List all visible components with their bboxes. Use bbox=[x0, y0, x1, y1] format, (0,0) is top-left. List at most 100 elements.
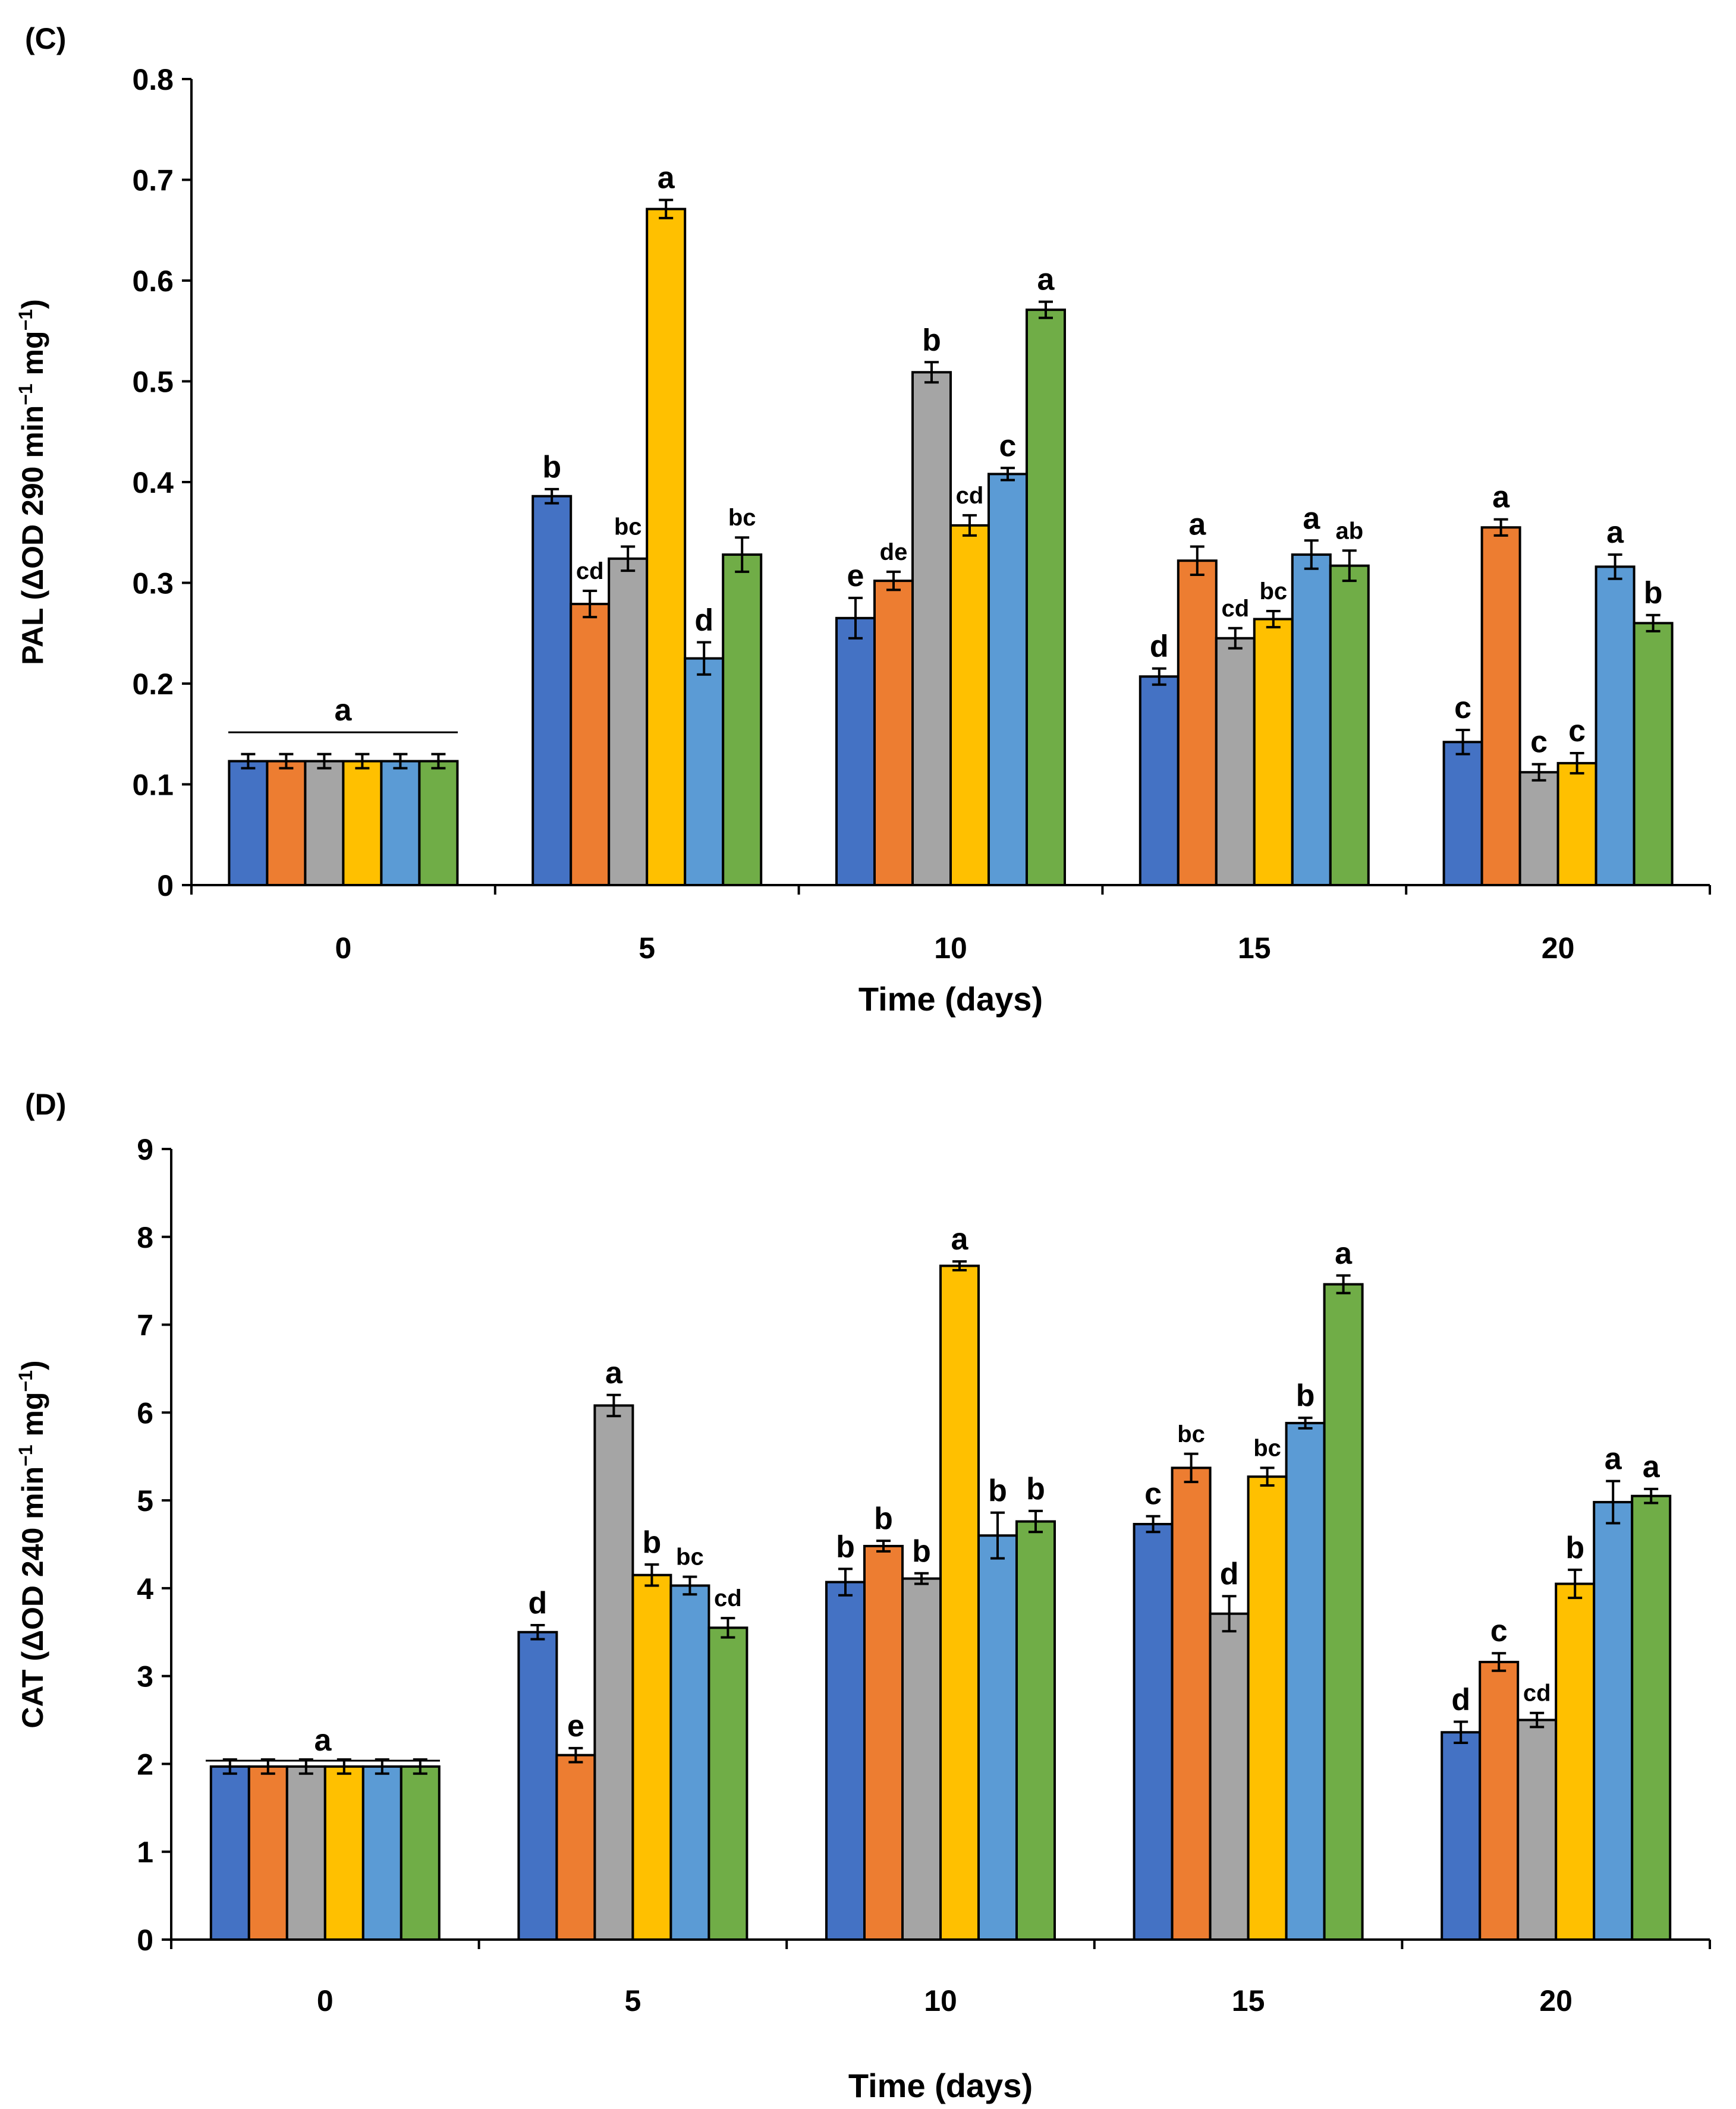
day0-significance-letter: a bbox=[335, 693, 353, 728]
significance-letter: e bbox=[847, 559, 864, 593]
bar bbox=[977, 1534, 1018, 1941]
bar bbox=[722, 553, 763, 886]
bar bbox=[418, 760, 459, 887]
significance-letter: a bbox=[658, 160, 675, 195]
y-tick-label: 3 bbox=[137, 1660, 153, 1694]
significance-letter: bc bbox=[1259, 578, 1287, 605]
bar bbox=[911, 371, 952, 886]
bar bbox=[835, 616, 876, 886]
x-tick-label: 20 bbox=[1539, 1984, 1573, 2017]
significance-letter: a bbox=[1303, 501, 1320, 536]
x-tick-label: 0 bbox=[335, 931, 351, 965]
significance-letter: b bbox=[1565, 1531, 1584, 1565]
bar bbox=[863, 1544, 904, 1941]
bar bbox=[1555, 1582, 1596, 1941]
significance-letter: d bbox=[1220, 1557, 1239, 1591]
panel-label: (D) bbox=[25, 1088, 66, 1121]
y-tick-label: 0.2 bbox=[132, 668, 174, 701]
bar bbox=[532, 495, 573, 886]
bar bbox=[342, 760, 383, 887]
bar bbox=[608, 557, 649, 886]
y-tick-label: 1 bbox=[137, 1836, 153, 1869]
significance-letter: b bbox=[1644, 576, 1663, 610]
bar bbox=[1026, 309, 1066, 886]
x-tick-label: 0 bbox=[317, 1984, 334, 2017]
bar bbox=[1291, 553, 1332, 886]
significance-letter: cd bbox=[1523, 1680, 1551, 1707]
x-axis-title: Time (days) bbox=[848, 2067, 1033, 2104]
significance-letter: b bbox=[922, 323, 941, 357]
bar bbox=[1171, 1466, 1212, 1941]
bar bbox=[646, 207, 687, 886]
y-tick-label: 4 bbox=[137, 1572, 153, 1606]
x-tick-label: 15 bbox=[1232, 1984, 1265, 2017]
y-tick-label: 5 bbox=[137, 1484, 153, 1518]
bar bbox=[669, 1584, 710, 1941]
x-axis-title: Time (days) bbox=[858, 980, 1043, 1018]
y-tick-label: 7 bbox=[137, 1309, 153, 1342]
significance-letter: d bbox=[529, 1586, 548, 1620]
bar bbox=[247, 1765, 288, 1941]
significance-letter: a bbox=[951, 1222, 969, 1257]
bar bbox=[1139, 675, 1180, 886]
significance-letter: b bbox=[1296, 1378, 1315, 1413]
bar bbox=[1329, 564, 1370, 886]
x-tick-label: 15 bbox=[1238, 931, 1271, 965]
significance-letter: a bbox=[1335, 1236, 1353, 1271]
y-tick-label: 6 bbox=[137, 1396, 153, 1430]
bar bbox=[1595, 565, 1636, 886]
bar bbox=[939, 1264, 980, 1941]
bar bbox=[1253, 618, 1294, 887]
day0-significance-letter: a bbox=[315, 1723, 332, 1758]
bar bbox=[361, 1765, 402, 1941]
significance-letter: b bbox=[874, 1502, 893, 1536]
bar bbox=[1133, 1523, 1174, 1941]
bar bbox=[901, 1577, 942, 1941]
bar bbox=[209, 1765, 250, 1941]
bar bbox=[949, 524, 990, 886]
significance-letter: b bbox=[643, 1525, 662, 1560]
significance-letter: bc bbox=[1177, 1421, 1205, 1447]
significance-letter: b bbox=[542, 450, 561, 484]
bar bbox=[987, 473, 1028, 886]
bar bbox=[1285, 1422, 1326, 1941]
bar bbox=[555, 1754, 596, 1941]
bar bbox=[1631, 1494, 1672, 1941]
panel-d-cat-chart: (D) CAT (ΔOD 240 min−1 mg−1) 0 1 2 3 4 5 6 7 8 9 0 5 1… bbox=[15, 1088, 1711, 2104]
significance-letter: bc bbox=[728, 505, 756, 531]
bar bbox=[400, 1765, 441, 1941]
significance-letter: cd bbox=[1221, 596, 1249, 622]
x-tick-label: 5 bbox=[639, 931, 655, 965]
bar bbox=[593, 1404, 634, 1941]
bar bbox=[1323, 1283, 1364, 1941]
bar bbox=[1215, 637, 1256, 886]
significance-letter: b bbox=[1026, 1472, 1045, 1506]
y-axis-title: CAT (ΔOD 240 min−1 mg−1) bbox=[15, 1360, 49, 1728]
x-tick-label: 10 bbox=[934, 931, 967, 965]
significance-letter: d bbox=[1150, 629, 1169, 664]
significance-letter: c bbox=[1490, 1614, 1508, 1648]
bar bbox=[517, 1630, 558, 1941]
y-tick-label: 2 bbox=[137, 1748, 153, 1781]
significance-letter: a bbox=[1188, 507, 1206, 542]
significance-letter: b bbox=[988, 1474, 1007, 1508]
bar bbox=[707, 1626, 749, 1941]
y-tick-label: 0.4 bbox=[132, 466, 174, 499]
x-tick-label: 20 bbox=[1542, 931, 1575, 965]
y-tick-label: 0 bbox=[157, 869, 174, 902]
y-tick-label: 8 bbox=[137, 1221, 153, 1254]
y-tick-label: 0 bbox=[137, 1924, 153, 1957]
panel-label: (C) bbox=[25, 22, 66, 55]
significance-letter: a bbox=[1606, 515, 1624, 550]
bar bbox=[304, 760, 345, 887]
significance-letter: ab bbox=[1335, 518, 1363, 544]
bar bbox=[1441, 1731, 1482, 1941]
bar bbox=[1247, 1475, 1288, 1941]
bar bbox=[1442, 741, 1483, 887]
significance-letter: bc bbox=[1253, 1435, 1281, 1461]
bar bbox=[1518, 771, 1559, 887]
significance-letter: c bbox=[1144, 1477, 1162, 1512]
significance-letter: c bbox=[1568, 714, 1586, 748]
bar bbox=[323, 1765, 364, 1941]
